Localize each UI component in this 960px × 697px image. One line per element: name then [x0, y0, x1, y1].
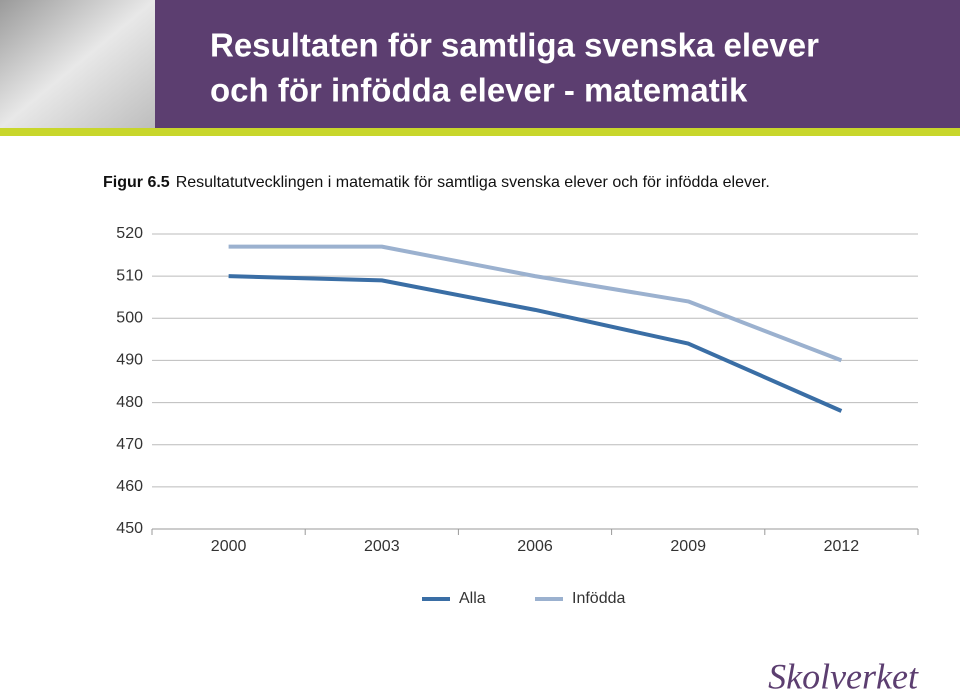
header-photo	[0, 0, 155, 128]
y-tick-label: 510	[116, 267, 143, 284]
x-tick-label: 2009	[670, 538, 706, 555]
caption-text: Resultatutvecklingen i matematik för sam…	[176, 174, 770, 191]
figure-label: Figur 6.5	[103, 174, 170, 191]
x-tick-label: 2003	[364, 538, 400, 555]
y-tick-label: 460	[116, 478, 143, 495]
header-band	[0, 0, 960, 128]
y-tick-label: 490	[116, 352, 143, 369]
figure-caption: Figur 6.5 Resultatutvecklingen i matemati…	[103, 174, 770, 191]
logo: Skolverket	[768, 656, 919, 696]
y-tick-label: 450	[116, 520, 143, 537]
y-tick-label: 520	[116, 225, 143, 242]
slide-title: Resultaten för samtliga svenska elever	[210, 27, 819, 64]
series-line	[228, 244, 843, 363]
slide-title: och för infödda elever - matematik	[210, 72, 748, 109]
y-tick-label: 500	[116, 310, 143, 327]
header-stripe	[0, 128, 960, 136]
x-tick-label: 2012	[824, 538, 860, 555]
x-tick-label: 2006	[517, 538, 553, 555]
y-tick-label: 470	[116, 436, 143, 453]
legend-label: Alla	[459, 590, 486, 607]
series-line	[228, 274, 843, 413]
y-tick-label: 480	[116, 394, 143, 411]
legend-label: Infödda	[572, 590, 625, 607]
x-tick-label: 2000	[211, 538, 247, 555]
